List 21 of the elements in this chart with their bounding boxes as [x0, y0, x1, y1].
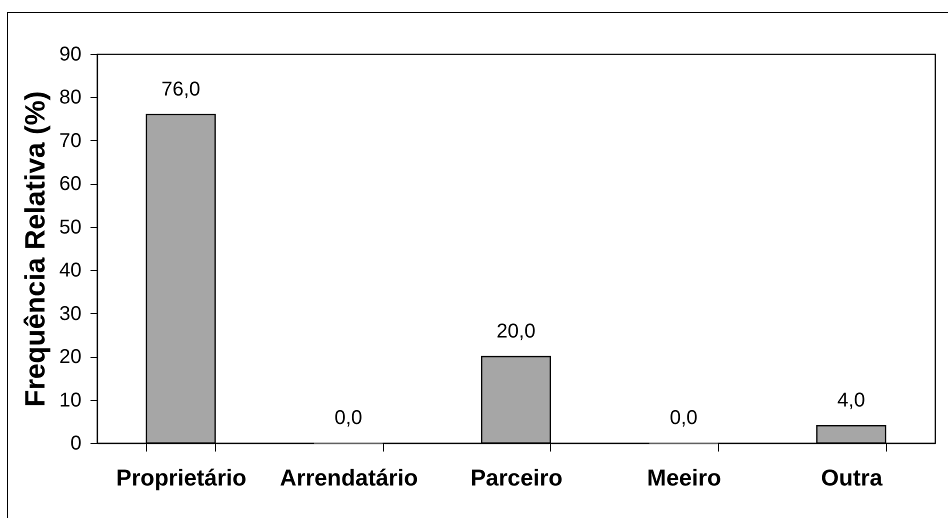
x-tick-label: Outra — [821, 464, 883, 490]
data-label: 0,0 — [670, 407, 698, 429]
x-tick-label: Proprietário — [116, 464, 246, 490]
y-tick-label: 60 — [59, 173, 82, 196]
y-tick-label: 50 — [59, 216, 82, 238]
x-tick-label: Parceiro — [470, 464, 563, 490]
data-label: 76,0 — [161, 78, 200, 101]
y-tick-label: 30 — [59, 302, 82, 325]
y-tick-label: 10 — [59, 389, 82, 412]
y-tick-label: 20 — [59, 346, 82, 368]
data-label: 4,0 — [837, 390, 866, 412]
data-label: 0,0 — [334, 407, 362, 429]
y-tick-label: 70 — [59, 130, 82, 152]
y-tick-label: 40 — [59, 260, 82, 282]
x-tick-label: Meeiro — [647, 464, 722, 490]
y-tick-label: 0 — [70, 432, 82, 454]
y-tick-label: 90 — [59, 44, 82, 66]
y-axis-title: Frequência Relativa (%) — [19, 91, 50, 407]
data-label: 20,0 — [496, 320, 536, 343]
x-tick-label: Arrendatário — [280, 464, 418, 490]
y-tick-label: 80 — [59, 86, 82, 109]
